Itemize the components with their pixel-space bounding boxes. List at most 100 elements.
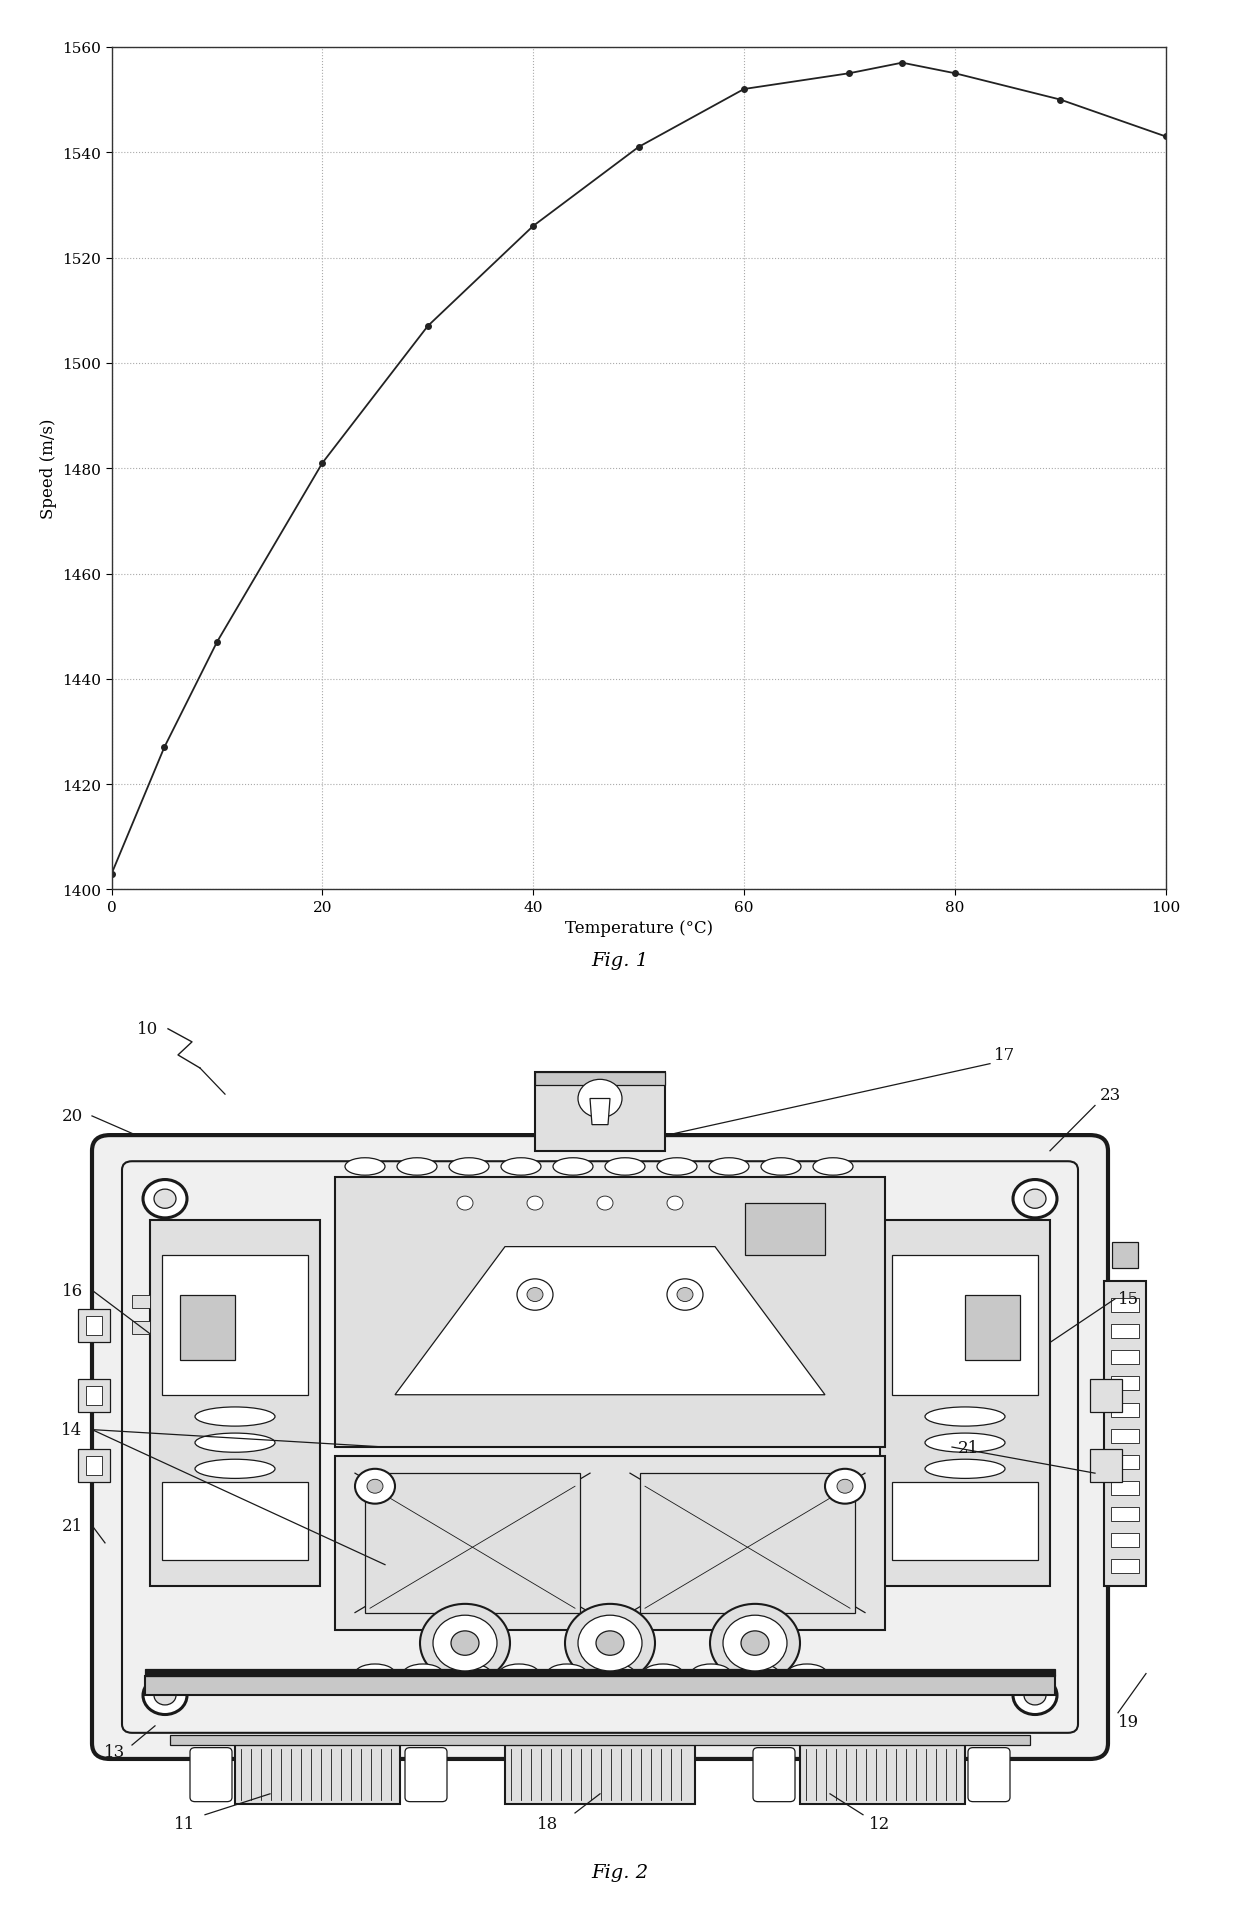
Ellipse shape [355, 1663, 396, 1682]
Circle shape [711, 1604, 800, 1682]
Bar [236, 1746, 401, 1805]
Circle shape [527, 1196, 543, 1210]
Bar [800, 1746, 965, 1805]
Bar [150, 1221, 320, 1587]
Bar [1111, 1560, 1140, 1573]
Circle shape [667, 1279, 703, 1311]
Bar [1111, 1376, 1140, 1391]
Circle shape [837, 1480, 853, 1493]
Bar [892, 1481, 1038, 1560]
Bar [335, 1177, 885, 1447]
Bar [1111, 1455, 1140, 1470]
Ellipse shape [345, 1158, 384, 1175]
Circle shape [1024, 1686, 1047, 1705]
Circle shape [420, 1604, 510, 1682]
Circle shape [825, 1470, 866, 1504]
Bar [162, 1256, 308, 1395]
Text: Fig. 2: Fig. 2 [591, 1862, 649, 1881]
Bar [1104, 1282, 1146, 1587]
Circle shape [367, 1480, 383, 1493]
Bar [365, 1474, 580, 1614]
Ellipse shape [761, 1158, 801, 1175]
Ellipse shape [595, 1663, 635, 1682]
Y-axis label: Speed (m/s): Speed (m/s) [40, 419, 57, 519]
Bar [880, 1221, 1050, 1587]
Bar [640, 1474, 856, 1614]
Bar [78, 1380, 110, 1413]
Circle shape [143, 1179, 187, 1217]
Text: 12: 12 [869, 1814, 890, 1832]
Bar [1111, 1324, 1140, 1338]
Ellipse shape [498, 1663, 539, 1682]
Circle shape [1013, 1179, 1056, 1217]
Bar [1111, 1403, 1140, 1416]
Bar [180, 1296, 236, 1361]
Circle shape [355, 1470, 396, 1504]
Ellipse shape [449, 1158, 489, 1175]
Bar [131, 1321, 150, 1334]
Ellipse shape [925, 1407, 1004, 1426]
Bar [1090, 1380, 1122, 1413]
Circle shape [1013, 1677, 1056, 1715]
Bar [534, 1072, 665, 1150]
Bar [1111, 1430, 1140, 1443]
Bar [965, 1296, 1021, 1361]
Bar [1111, 1351, 1140, 1365]
Ellipse shape [925, 1434, 1004, 1453]
FancyBboxPatch shape [405, 1747, 446, 1801]
Bar [1090, 1449, 1122, 1481]
Bar [1111, 1533, 1140, 1547]
Ellipse shape [657, 1158, 697, 1175]
Bar [335, 1457, 885, 1631]
Circle shape [451, 1631, 479, 1656]
Text: 18: 18 [537, 1814, 559, 1832]
Bar [1111, 1508, 1140, 1522]
Text: 16: 16 [62, 1282, 83, 1300]
Text: 21: 21 [957, 1439, 978, 1457]
Circle shape [596, 1196, 613, 1210]
Circle shape [527, 1288, 543, 1302]
Ellipse shape [397, 1158, 436, 1175]
Bar [892, 1256, 1038, 1395]
Ellipse shape [195, 1460, 275, 1480]
Bar [1112, 1242, 1138, 1269]
Text: 23: 23 [1100, 1085, 1121, 1102]
Circle shape [677, 1288, 693, 1302]
Circle shape [578, 1079, 622, 1118]
Bar [745, 1204, 825, 1256]
Bar [1111, 1298, 1140, 1313]
Bar [505, 1746, 694, 1805]
Ellipse shape [547, 1663, 587, 1682]
Ellipse shape [605, 1158, 645, 1175]
Bar [86, 1317, 102, 1336]
Text: 15: 15 [1117, 1290, 1138, 1307]
Text: 14: 14 [61, 1422, 83, 1437]
Ellipse shape [925, 1460, 1004, 1480]
Circle shape [458, 1196, 472, 1210]
Bar [534, 1072, 665, 1085]
Polygon shape [396, 1248, 825, 1395]
Circle shape [565, 1604, 655, 1682]
Ellipse shape [644, 1663, 683, 1682]
Ellipse shape [553, 1158, 593, 1175]
X-axis label: Temperature (°C): Temperature (°C) [564, 921, 713, 938]
Circle shape [433, 1615, 497, 1671]
Ellipse shape [195, 1434, 275, 1453]
Ellipse shape [403, 1663, 443, 1682]
Ellipse shape [709, 1158, 749, 1175]
Circle shape [154, 1189, 176, 1208]
Bar [86, 1386, 102, 1405]
Circle shape [723, 1615, 787, 1671]
Bar [86, 1457, 102, 1476]
Circle shape [667, 1196, 683, 1210]
Bar [145, 1669, 1055, 1677]
Ellipse shape [195, 1407, 275, 1426]
FancyBboxPatch shape [190, 1747, 232, 1801]
Circle shape [154, 1686, 176, 1705]
Text: 17: 17 [994, 1047, 1016, 1064]
Text: Fig. 1: Fig. 1 [591, 951, 649, 970]
Text: 11: 11 [175, 1814, 196, 1832]
Bar [78, 1449, 110, 1481]
Circle shape [517, 1279, 553, 1311]
Bar [145, 1677, 1055, 1696]
